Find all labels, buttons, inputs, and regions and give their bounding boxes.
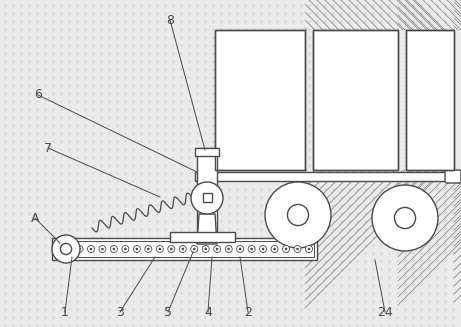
Circle shape: [122, 246, 129, 252]
Bar: [215, 30, 305, 170]
Circle shape: [110, 246, 118, 252]
Circle shape: [60, 243, 71, 255]
Bar: [55, 241, 314, 257]
Bar: [203, 193, 212, 202]
Bar: [170, 232, 235, 242]
Circle shape: [216, 248, 219, 250]
Bar: [406, 30, 454, 170]
Circle shape: [250, 248, 253, 250]
Text: 4: 4: [204, 305, 212, 318]
Bar: [195, 172, 457, 181]
Bar: [215, 30, 305, 170]
Circle shape: [202, 246, 209, 252]
Circle shape: [248, 246, 255, 252]
Circle shape: [182, 248, 184, 250]
Bar: [197, 148, 217, 238]
Circle shape: [67, 248, 69, 250]
Circle shape: [145, 246, 152, 252]
Circle shape: [296, 248, 299, 250]
Circle shape: [89, 248, 92, 250]
Circle shape: [288, 204, 308, 226]
Circle shape: [168, 246, 175, 252]
Circle shape: [283, 246, 290, 252]
Text: 24: 24: [377, 305, 393, 318]
Circle shape: [133, 246, 140, 252]
Circle shape: [265, 182, 331, 248]
Circle shape: [262, 248, 265, 250]
Circle shape: [76, 246, 83, 252]
Circle shape: [112, 248, 115, 250]
FancyBboxPatch shape: [445, 170, 461, 183]
Bar: [406, 30, 454, 170]
Circle shape: [147, 248, 150, 250]
Circle shape: [372, 185, 438, 251]
Bar: [406, 30, 454, 170]
Circle shape: [214, 246, 221, 252]
Circle shape: [294, 246, 301, 252]
Circle shape: [260, 246, 266, 252]
Circle shape: [124, 248, 127, 250]
Bar: [195, 148, 219, 156]
Text: 5: 5: [164, 305, 172, 318]
Circle shape: [179, 246, 186, 252]
Circle shape: [159, 248, 161, 250]
Circle shape: [156, 246, 163, 252]
Circle shape: [306, 246, 313, 252]
Circle shape: [225, 246, 232, 252]
Circle shape: [136, 248, 138, 250]
Text: 3: 3: [116, 305, 124, 318]
Circle shape: [78, 248, 81, 250]
Circle shape: [395, 207, 415, 229]
Bar: [313, 30, 398, 170]
Circle shape: [52, 235, 80, 263]
Circle shape: [191, 246, 198, 252]
Bar: [313, 30, 398, 170]
Circle shape: [236, 246, 244, 252]
Circle shape: [271, 246, 278, 252]
Bar: [215, 30, 305, 170]
Bar: [52, 238, 317, 260]
Text: 6: 6: [34, 89, 42, 101]
Circle shape: [101, 248, 104, 250]
Text: 7: 7: [44, 142, 52, 154]
Circle shape: [204, 248, 207, 250]
Text: 2: 2: [244, 305, 252, 318]
Polygon shape: [197, 214, 217, 244]
Circle shape: [99, 246, 106, 252]
Circle shape: [227, 248, 230, 250]
Circle shape: [239, 248, 242, 250]
Circle shape: [191, 182, 223, 214]
Circle shape: [285, 248, 287, 250]
Circle shape: [193, 248, 195, 250]
Circle shape: [88, 246, 95, 252]
Text: A: A: [31, 212, 39, 225]
Text: 1: 1: [61, 305, 69, 318]
Circle shape: [307, 248, 310, 250]
Bar: [313, 30, 398, 170]
Circle shape: [273, 248, 276, 250]
Text: 8: 8: [166, 13, 174, 26]
Circle shape: [65, 246, 71, 252]
Circle shape: [170, 248, 172, 250]
